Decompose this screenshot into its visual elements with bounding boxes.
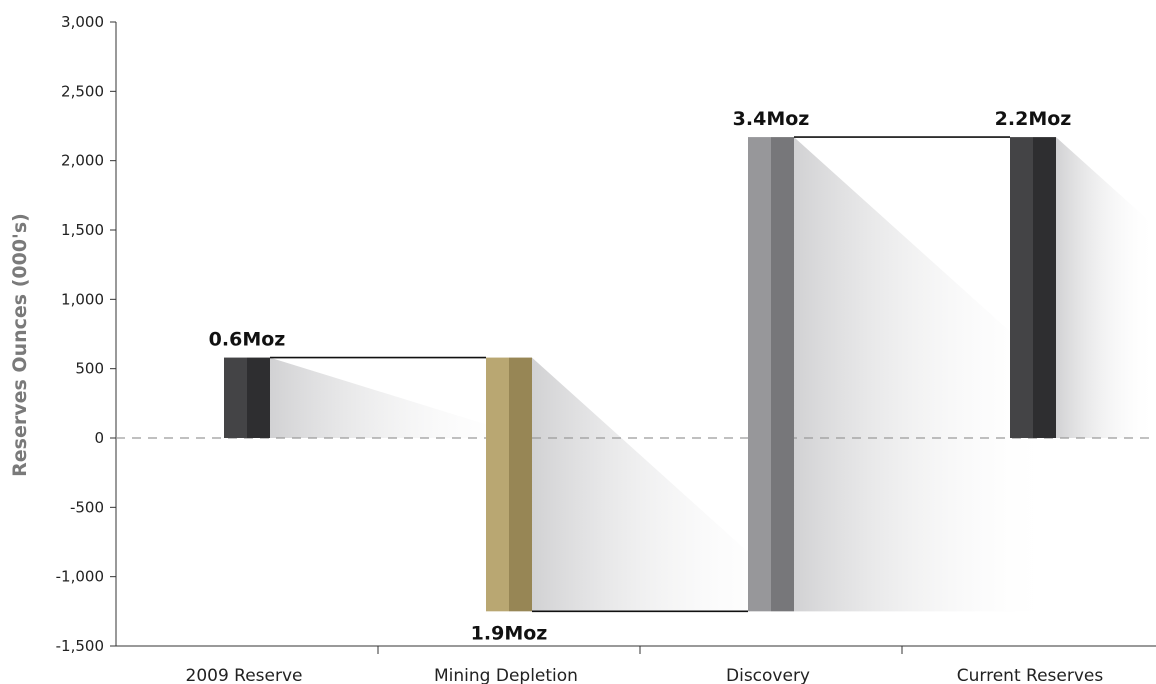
bar-shadow xyxy=(532,357,792,612)
y-tick-label: 3,000 xyxy=(61,13,104,31)
data-label: 2.2Moz xyxy=(995,108,1072,130)
x-tick-label: Discovery xyxy=(726,666,810,684)
y-tick-label: -500 xyxy=(70,498,104,516)
bar-3-left-face xyxy=(748,137,771,612)
bar-shadow xyxy=(1056,137,1156,439)
bar-2-right-face xyxy=(509,357,532,612)
y-tick-label: 2,500 xyxy=(61,82,104,100)
data-label: 3.4Moz xyxy=(733,108,810,130)
bar-2-left-face xyxy=(486,357,509,612)
y-tick-label: -1,000 xyxy=(56,568,104,586)
bar-4-left-face xyxy=(1010,137,1033,439)
y-tick-label: 2,000 xyxy=(61,152,104,170)
y-tick-label: 500 xyxy=(75,360,104,378)
y-tick-label: -1,500 xyxy=(56,637,104,655)
bar-3-right-face xyxy=(771,137,794,612)
bar-4-right-face xyxy=(1033,137,1056,439)
y-axis-label: Reserves Ounces (000's) xyxy=(9,213,31,477)
x-tick-label: 2009 Reserve xyxy=(186,666,303,684)
y-tick-label: 1,000 xyxy=(61,290,104,308)
bar-1-left-face xyxy=(224,357,247,438)
x-tick-label: Mining Depletion xyxy=(434,666,578,684)
x-tick-label: Current Reserves xyxy=(957,666,1104,684)
data-label: 0.6Moz xyxy=(209,329,286,351)
bar-shadow xyxy=(270,357,530,438)
bar-shadow xyxy=(794,137,1054,612)
y-tick-label: 1,500 xyxy=(61,221,104,239)
data-label: 1.9Moz xyxy=(471,622,548,644)
bar-1-right-face xyxy=(247,357,270,438)
y-tick-label: 0 xyxy=(94,429,104,447)
